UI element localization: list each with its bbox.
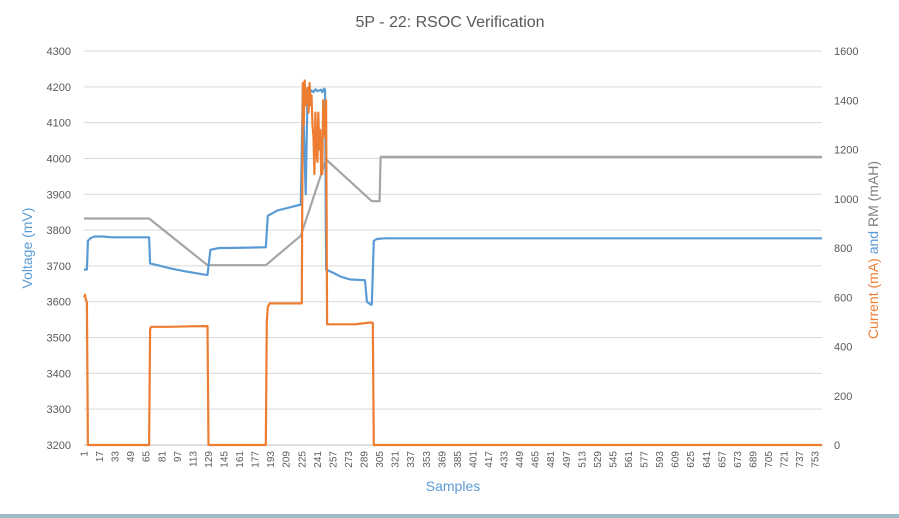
x-tick-label: 209 <box>282 451 293 468</box>
y-right-tick-labels: 0 200 400 600 800 1000 1200 1400 1600 <box>834 46 858 452</box>
y-right-tick-label: 0 <box>834 440 840 452</box>
x-tick-label: 545 <box>608 451 619 468</box>
x-tick-label: 33 <box>111 451 122 463</box>
x-tick-label: 577 <box>640 451 651 468</box>
x-tick-label: 417 <box>484 451 495 468</box>
y-left-tick-label: 4200 <box>47 82 71 94</box>
x-axis-label: Samples <box>426 478 480 494</box>
window-bottom-border <box>0 514 899 518</box>
y-right-tick-label: 1200 <box>834 145 858 157</box>
y-right-axis-label-part: RM (mAH) <box>865 161 881 227</box>
y-left-tick-label: 3700 <box>47 261 71 273</box>
x-tick-label: 609 <box>671 451 682 468</box>
x-tick-label: 81 <box>157 451 168 463</box>
x-tick-label: 385 <box>453 451 464 468</box>
x-tick-label: 369 <box>437 451 448 468</box>
x-tick-labels: 1 17 33 49 65 81 97 113 129 145 161 177 193 209 225 241… <box>80 451 822 468</box>
x-tick-label: 593 <box>655 451 666 468</box>
x-tick-label: 657 <box>717 451 728 468</box>
x-tick-label: 129 <box>204 451 215 468</box>
x-tick-label: 113 <box>188 451 199 467</box>
y-right-tick-label: 800 <box>834 243 852 255</box>
y-right-tick-label: 200 <box>834 391 852 403</box>
series-lines <box>82 79 822 447</box>
x-tick-label: 289 <box>360 451 371 468</box>
x-tick-label: 481 <box>546 451 557 468</box>
series-line-0 <box>84 87 822 306</box>
x-tick-label: 337 <box>406 451 417 468</box>
x-tick-label: 1 <box>80 451 91 457</box>
y-left-axis-label: Voltage (mV) <box>19 208 35 289</box>
x-tick-label: 673 <box>733 451 744 468</box>
x-tick-label: 401 <box>468 451 479 468</box>
gridlines <box>84 50 822 446</box>
x-tick-label: 321 <box>391 451 402 468</box>
x-tick-label: 177 <box>251 451 262 468</box>
series-line-1 <box>82 79 822 447</box>
series-line-2 <box>84 155 822 267</box>
x-tick-label: 161 <box>235 451 246 468</box>
y-right-axis-label: Current (mA) and RM (mAH) <box>865 161 881 339</box>
y-left-tick-label: 3300 <box>47 404 71 416</box>
y-right-tick-label: 600 <box>834 292 852 304</box>
x-tick-label: 449 <box>515 451 526 468</box>
y-left-tick-label: 4000 <box>47 153 71 165</box>
x-tick-label: 561 <box>624 451 635 468</box>
y-left-tick-label: 3900 <box>47 189 71 201</box>
x-tick-label: 529 <box>593 451 604 468</box>
y-right-axis-label-part: and <box>865 227 881 258</box>
y-left-tick-label: 3800 <box>47 225 71 237</box>
x-tick-label: 145 <box>220 451 231 468</box>
y-right-tick-label: 1600 <box>834 46 858 58</box>
x-tick-label: 497 <box>562 451 573 468</box>
y-left-tick-label: 3600 <box>47 297 71 309</box>
x-tick-label: 721 <box>780 451 791 468</box>
x-tick-label: 689 <box>748 451 759 468</box>
x-tick-label: 353 <box>422 451 433 468</box>
y-right-tick-label: 1000 <box>834 194 858 206</box>
y-left-tick-label: 3200 <box>47 440 71 452</box>
x-tick-label: 737 <box>795 451 806 468</box>
x-tick-label: 705 <box>764 451 775 468</box>
x-tick-label: 753 <box>811 451 822 468</box>
y-left-tick-label: 4300 <box>47 46 71 58</box>
y-left-tick-label: 3400 <box>47 368 71 380</box>
y-right-axis-label-part: Current (mA) <box>865 258 881 339</box>
y-left-tick-label: 4100 <box>47 118 71 130</box>
y-left-tick-label: 3500 <box>47 333 71 345</box>
y-left-tick-labels: 3200 3300 3400 3500 3600 3700 3800 3900 4000 4100… <box>47 46 71 452</box>
x-tick-label: 433 <box>500 451 511 468</box>
x-tick-label: 65 <box>142 451 153 463</box>
x-tick-label: 625 <box>686 451 697 468</box>
x-tick-label: 193 <box>266 451 277 468</box>
x-tick-label: 225 <box>297 451 308 468</box>
x-tick-label: 241 <box>313 451 324 468</box>
x-tick-label: 513 <box>577 451 588 468</box>
x-tick-label: 97 <box>173 451 184 463</box>
x-tick-label: 305 <box>375 451 386 468</box>
x-tick-label: 465 <box>531 451 542 468</box>
x-tick-label: 257 <box>328 451 339 468</box>
y-right-tick-label: 1400 <box>834 95 858 107</box>
x-tick-label: 17 <box>95 451 106 463</box>
x-tick-label: 49 <box>126 451 137 463</box>
chart-title: 5P - 22: RSOC Verification <box>355 14 544 31</box>
x-tick-label: 273 <box>344 451 355 468</box>
x-tick-label: 641 <box>702 451 713 468</box>
y-right-tick-label: 400 <box>834 342 852 354</box>
